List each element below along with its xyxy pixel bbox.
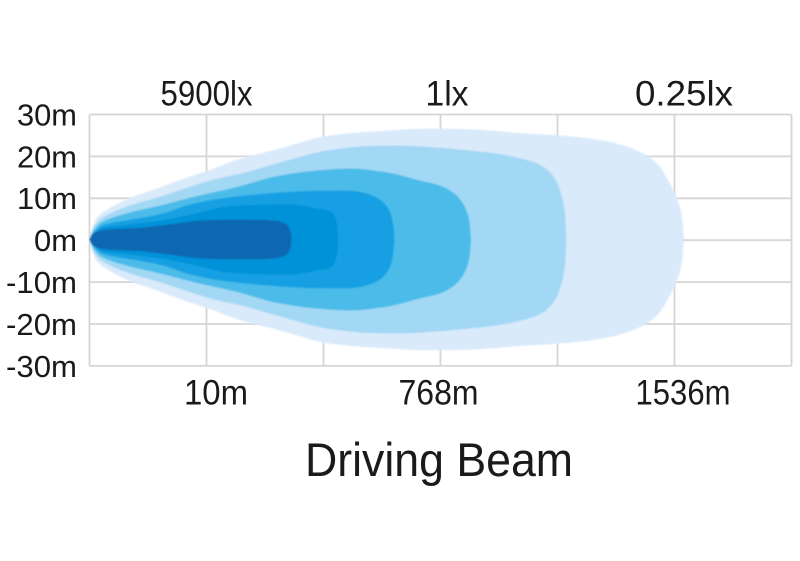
svg-text:-10m: -10m — [6, 265, 77, 300]
svg-text:0.25lx: 0.25lx — [635, 75, 734, 114]
svg-text:1lx: 1lx — [426, 75, 469, 114]
svg-text:20m: 20m — [17, 139, 77, 174]
svg-text:5900lx: 5900lx — [161, 75, 253, 114]
svg-text:10m: 10m — [184, 374, 248, 413]
svg-text:30m: 30m — [17, 97, 77, 132]
svg-text:1536m: 1536m — [636, 374, 731, 413]
svg-text:768m: 768m — [399, 374, 479, 413]
svg-text:-20m: -20m — [6, 307, 77, 342]
svg-text:0m: 0m — [34, 223, 77, 258]
svg-text:-30m: -30m — [6, 349, 77, 384]
svg-text:10m: 10m — [17, 181, 77, 216]
svg-text:Driving Beam: Driving Beam — [305, 433, 573, 486]
